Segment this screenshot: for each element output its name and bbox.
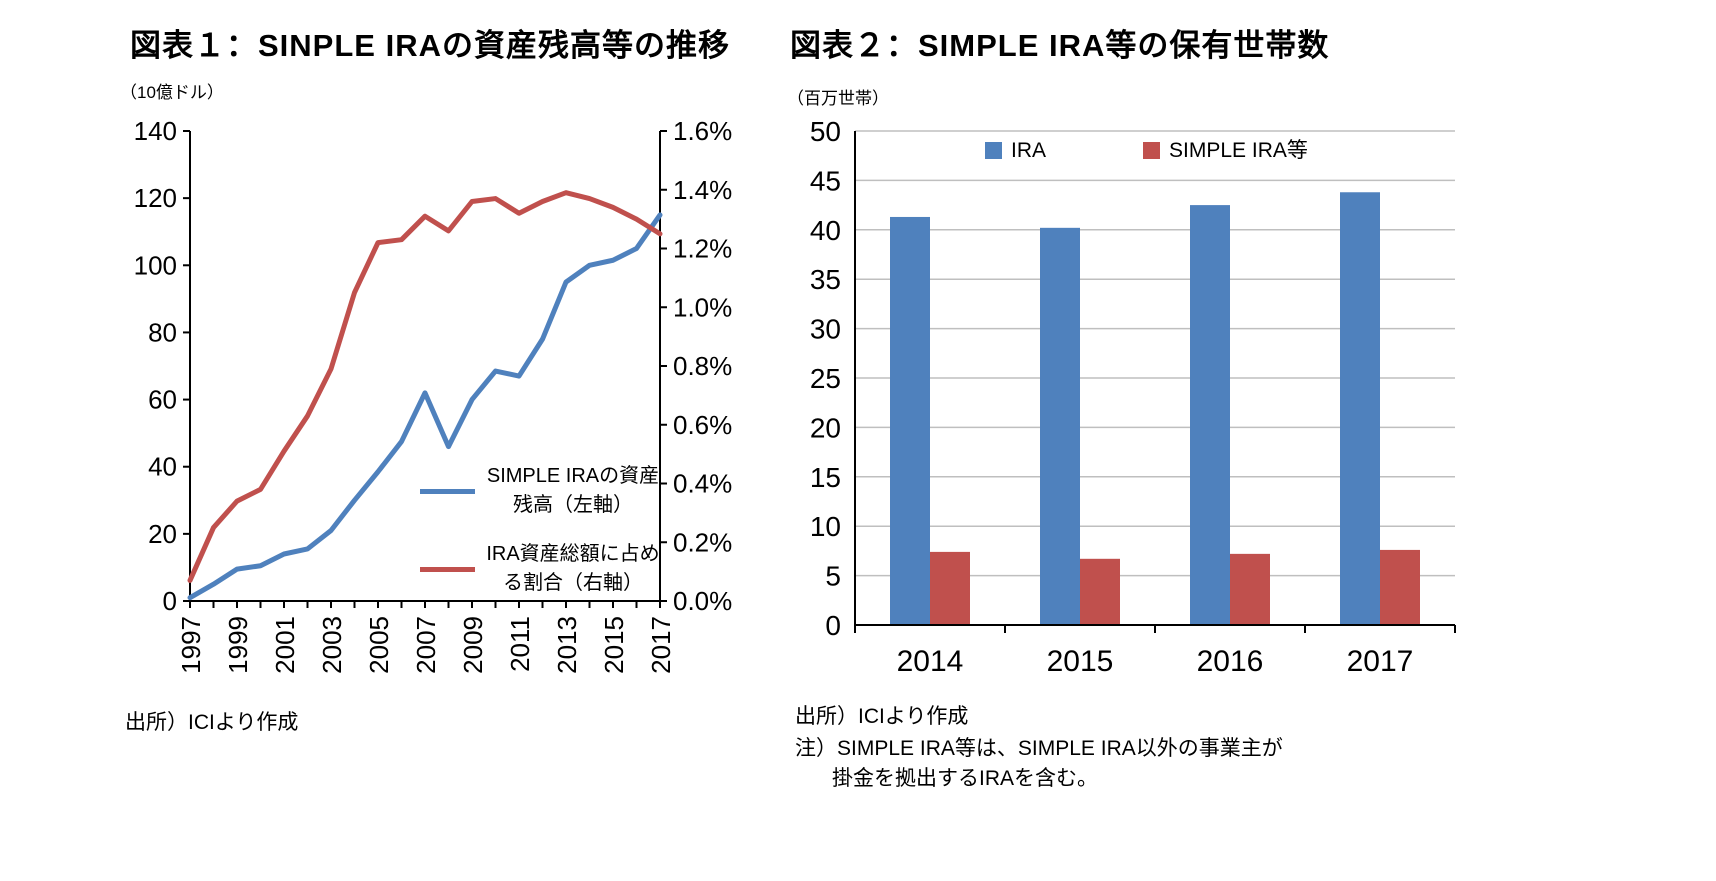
red-line-swatch xyxy=(420,566,475,572)
x-axis-category-label: 2016 xyxy=(1197,645,1264,678)
y-axis-tick-label: 45 xyxy=(810,165,841,196)
right-axis-tick-label: 1.4% xyxy=(673,175,732,205)
figure1-legend-item-assets: SIMPLE IRAの資産残高（左軸） xyxy=(420,462,662,520)
x-axis-year-label: 2009 xyxy=(458,616,488,674)
x-axis-year-label: 2011 xyxy=(505,616,535,672)
figure2-source: 出所）ICIより作成 xyxy=(795,705,969,728)
left-axis-tick-label: 140 xyxy=(134,116,177,146)
x-axis-year-label: 1999 xyxy=(223,616,253,674)
figure2-title: 図表２：SIMPLE IRA等の保有世帯数 xyxy=(790,28,1330,63)
x-axis-category-label: 2017 xyxy=(1347,645,1414,678)
right-axis-tick-label: 0.2% xyxy=(673,527,732,557)
x-axis-year-label: 2017 xyxy=(646,616,676,674)
figure1-source: 出所）ICIより作成 xyxy=(125,711,299,734)
figure2-note-line1: 注）SIMPLE IRA等は、SIMPLE IRA以外の事業主が xyxy=(795,737,1283,760)
figure2-note-line2: 掛金を拠出するIRAを含む。 xyxy=(832,767,1099,790)
right-axis-tick-label: 0.4% xyxy=(673,469,732,499)
y-axis-tick-label: 15 xyxy=(810,462,841,493)
left-axis-tick-label: 100 xyxy=(134,250,177,280)
figure2-legend-label: SIMPLE IRA等 xyxy=(1169,139,1308,162)
y-axis-tick-label: 50 xyxy=(810,116,841,147)
figure2-legend-label: IRA xyxy=(1011,139,1046,162)
left-axis-tick-label: 120 xyxy=(134,183,177,213)
blue-line-swatch xyxy=(420,488,475,494)
figure2-bar-chart: 0 5 10 15 20 25 30 35 40 45 50 2014 2015 2016 2017 IRA S… xyxy=(810,116,1456,678)
ira-share-line xyxy=(187,190,663,583)
figure1-legend-label-share: IRA資産総額に占める割合（右軸） xyxy=(486,543,660,594)
left-axis-tick-label: 80 xyxy=(148,317,177,347)
simple-ira-bar xyxy=(1080,558,1120,625)
figure1-unit-label: （10億ドル） xyxy=(120,83,224,102)
y-axis-tick-label: 35 xyxy=(810,264,841,295)
right-axis-tick-label: 0.8% xyxy=(673,351,732,381)
simple-ira-bar xyxy=(930,551,970,625)
left-axis-tick-label: 60 xyxy=(148,385,177,415)
figure1-legend-item-share: IRA資産総額に占める割合（右軸） xyxy=(420,540,662,598)
ira-bar xyxy=(1040,227,1080,625)
figure2-legend-swatch xyxy=(985,142,1002,159)
right-axis-tick-label: 1.6% xyxy=(673,116,732,146)
y-axis-tick-label: 10 xyxy=(810,511,841,542)
right-axis-tick-label: 0.6% xyxy=(673,410,732,440)
right-axis-tick-label: 0.0% xyxy=(673,586,732,616)
figure1-title: 図表１：SINPLE IRAの資産残高等の推移 xyxy=(130,28,730,63)
x-axis-year-label: 2001 xyxy=(270,616,300,674)
x-axis-category-label: 2015 xyxy=(1047,645,1114,678)
left-axis-tick-label: 40 xyxy=(148,452,177,482)
ira-bar xyxy=(890,216,930,625)
ira-bar xyxy=(1190,205,1230,625)
x-axis-year-label: 2005 xyxy=(364,616,394,674)
x-axis-year-label: 2003 xyxy=(317,616,347,674)
x-axis-year-label: 2015 xyxy=(599,616,629,674)
figure1-legend: SIMPLE IRAの資産残高（左軸） IRA資産総額に占める割合（右軸） xyxy=(420,462,662,598)
y-axis-tick-label: 20 xyxy=(810,412,841,443)
x-axis-year-label: 1997 xyxy=(176,616,206,674)
simple-ira-bar xyxy=(1380,549,1420,625)
x-axis-year-label: 2013 xyxy=(552,616,582,674)
figure1-legend-label-assets: SIMPLE IRAの資産残高（左軸） xyxy=(486,465,660,516)
y-axis-tick-label: 5 xyxy=(825,561,841,592)
y-axis-tick-label: 25 xyxy=(810,363,841,394)
left-axis-tick-label: 20 xyxy=(148,519,177,549)
x-axis-category-label: 2014 xyxy=(897,645,964,678)
simple-ira-assets-line xyxy=(187,212,663,601)
figure1-line-chart: 0 20 40 60 80 100 120 140 0.0% 0.2% 0.4% 0.6% 0.8% 1.… xyxy=(134,116,733,674)
figure2-legend-swatch xyxy=(1143,142,1160,159)
ira-bar xyxy=(1340,192,1380,626)
y-axis-tick-label: 0 xyxy=(825,610,841,641)
right-axis-tick-label: 1.0% xyxy=(673,292,732,322)
figure2-unit-label: （百万世帯） xyxy=(787,89,889,108)
x-axis-year-label: 2007 xyxy=(411,616,441,674)
left-axis-tick-label: 0 xyxy=(163,586,177,616)
y-axis-tick-label: 40 xyxy=(810,215,841,246)
y-axis-tick-label: 30 xyxy=(810,314,841,345)
simple-ira-bar xyxy=(1230,553,1270,625)
right-axis-tick-label: 1.2% xyxy=(673,234,732,264)
